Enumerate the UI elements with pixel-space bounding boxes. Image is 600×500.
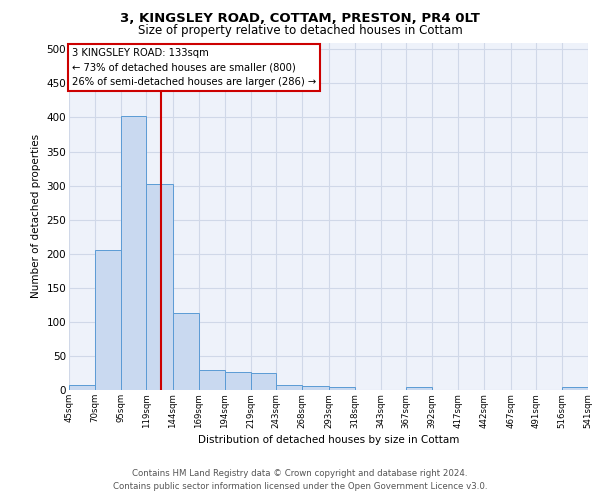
Bar <box>69 384 95 390</box>
Bar <box>173 313 199 390</box>
Bar <box>276 385 302 390</box>
Bar <box>406 386 432 390</box>
Bar <box>329 386 355 390</box>
Text: Contains HM Land Registry data © Crown copyright and database right 2024.
Contai: Contains HM Land Registry data © Crown c… <box>113 470 487 491</box>
Bar <box>121 116 146 390</box>
Bar <box>146 184 173 390</box>
Text: 3, KINGSLEY ROAD, COTTAM, PRESTON, PR4 0LT: 3, KINGSLEY ROAD, COTTAM, PRESTON, PR4 0… <box>120 12 480 26</box>
X-axis label: Distribution of detached houses by size in Cottam: Distribution of detached houses by size … <box>198 434 459 444</box>
Bar <box>95 250 121 390</box>
Bar <box>562 386 588 390</box>
Text: Size of property relative to detached houses in Cottam: Size of property relative to detached ho… <box>137 24 463 37</box>
Bar <box>225 372 251 390</box>
Bar <box>199 370 225 390</box>
Y-axis label: Number of detached properties: Number of detached properties <box>31 134 41 298</box>
Bar <box>251 373 276 390</box>
Text: 3 KINGSLEY ROAD: 133sqm
← 73% of detached houses are smaller (800)
26% of semi-d: 3 KINGSLEY ROAD: 133sqm ← 73% of detache… <box>71 48 316 86</box>
Bar <box>302 386 329 390</box>
